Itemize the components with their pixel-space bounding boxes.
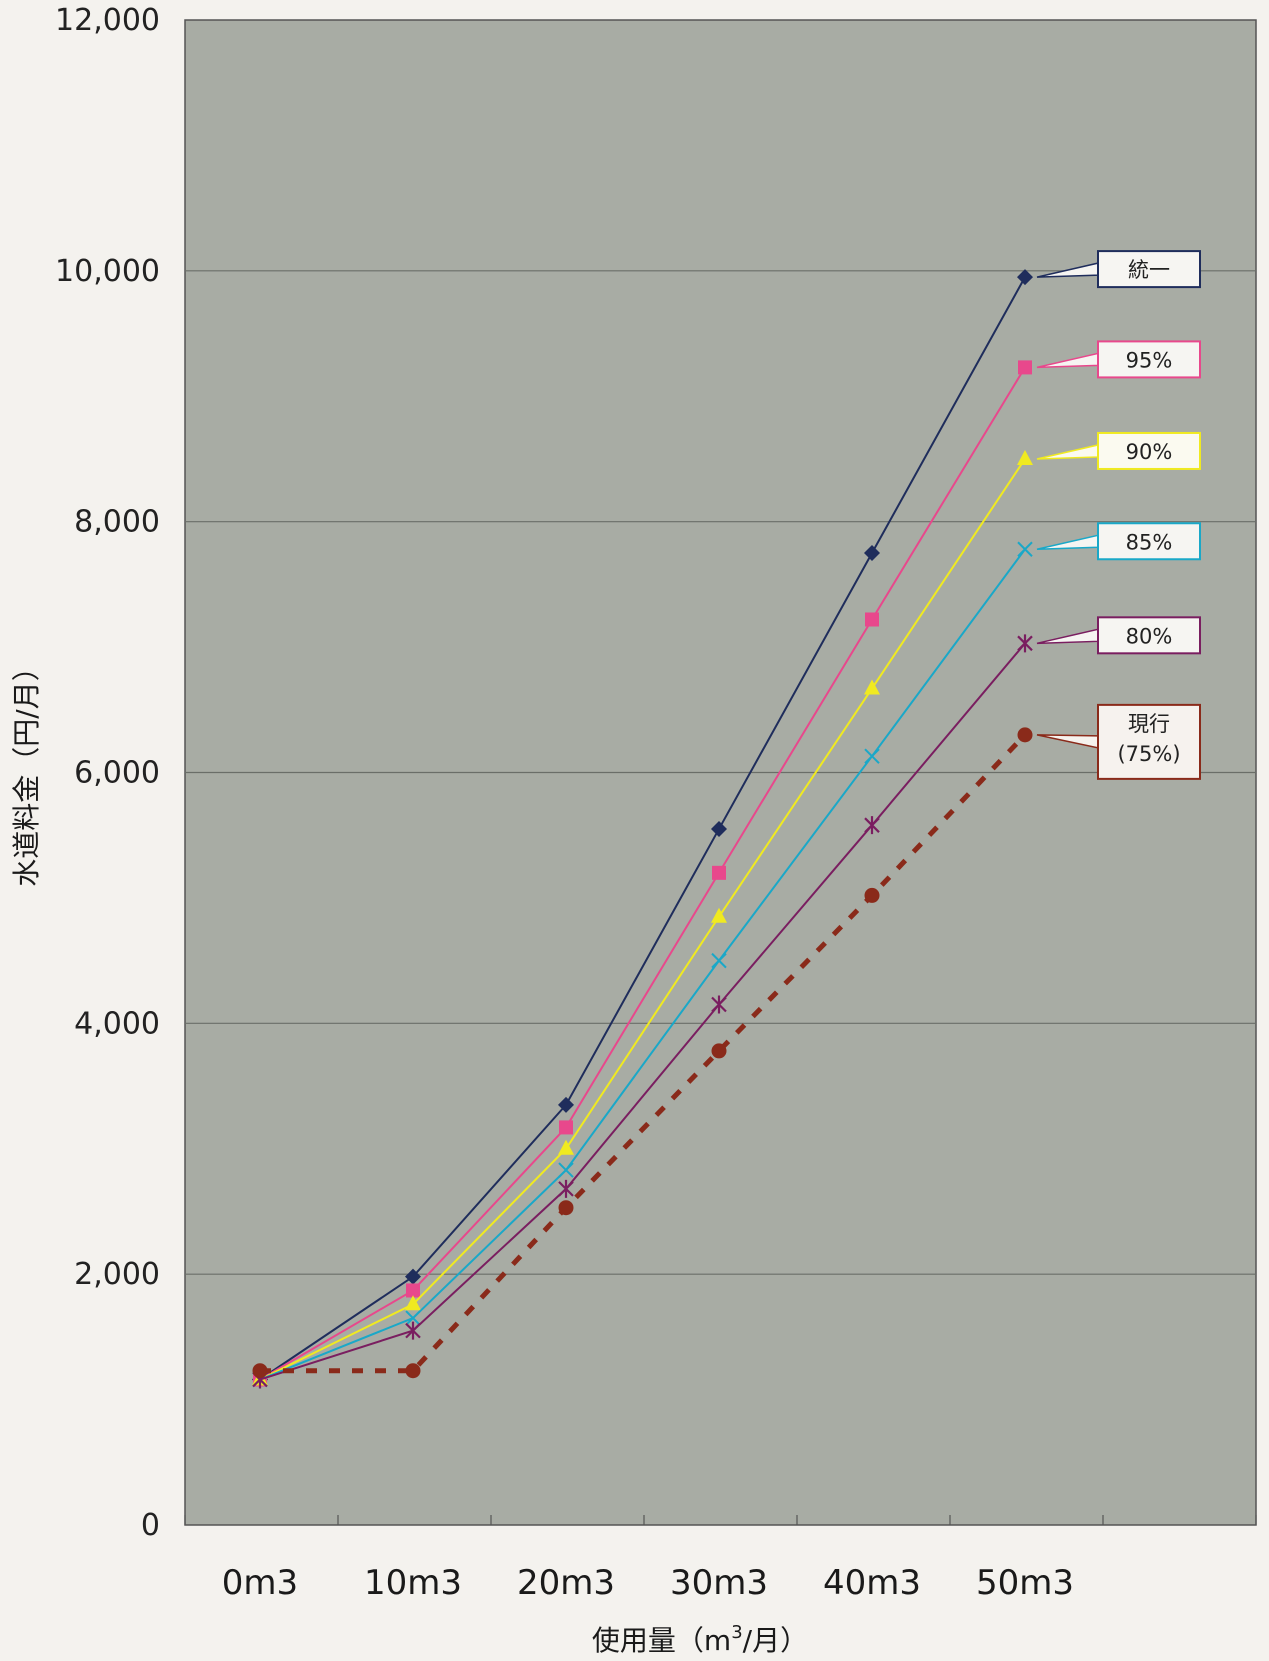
y-tick-label: 12,000 [55, 3, 160, 38]
callout-box [1097, 703, 1201, 780]
series-name: 現行 [1128, 712, 1170, 736]
callout-box [1097, 340, 1201, 379]
data-point [711, 995, 727, 1014]
callout-1: 95% [1036, 340, 1201, 379]
data-point [1017, 541, 1033, 557]
callout-5: 現行 (75%) [1036, 703, 1201, 780]
callout-0: 統一 [1036, 250, 1201, 289]
series-0 [252, 269, 1033, 1388]
series-name-sub: (75%) [1117, 742, 1180, 766]
series-5 [252, 727, 1033, 1379]
x-tick-label: 50m3 [976, 1563, 1074, 1603]
callout-box [1097, 616, 1201, 655]
series-callouts: 統一 95% 90% 85% 80% 現行 (75%) [1036, 250, 1201, 780]
y-tick-label: 8,000 [74, 505, 160, 540]
callout-3: 85% [1036, 522, 1201, 561]
x-axis-title-sup: 3 [731, 1622, 742, 1643]
data-point [405, 1295, 421, 1311]
callout-4: 80% [1036, 616, 1201, 655]
series-4 [252, 634, 1033, 1389]
x-tick-label: 0m3 [222, 1563, 298, 1603]
x-tick-label: 40m3 [823, 1563, 921, 1603]
data-point [405, 1268, 421, 1285]
data-point [252, 1363, 268, 1379]
data-point [1017, 449, 1033, 465]
series-name: 統一 [1128, 258, 1170, 282]
y-tick-label: 2,000 [74, 1257, 160, 1292]
series-line [259, 276, 1026, 1381]
data-point [865, 612, 879, 627]
data-point [1018, 360, 1032, 375]
data-point [712, 865, 726, 880]
y-tick-label: 10,000 [55, 254, 160, 289]
data-point [864, 679, 880, 695]
data-point [711, 907, 727, 923]
data-point [711, 952, 727, 969]
data-point [1017, 269, 1033, 286]
y-tick-label: 6,000 [74, 756, 160, 791]
data-point [558, 1139, 574, 1155]
y-tick-label: 4,000 [74, 1006, 160, 1041]
data-point [406, 1283, 420, 1298]
data-point [405, 1310, 421, 1326]
y-tick-label: 0 [141, 1508, 160, 1543]
data-point [864, 887, 880, 903]
callout-box [1097, 431, 1201, 470]
series-name: 80% [1126, 624, 1173, 648]
callout-2: 90% [1036, 431, 1201, 470]
data-point [864, 748, 880, 764]
x-axis-title-main: 使用量（m [592, 1624, 731, 1657]
series-name: 90% [1126, 440, 1173, 464]
x-tick-label: 30m3 [670, 1563, 768, 1603]
data-point [711, 820, 727, 837]
callout-box [1097, 250, 1201, 289]
x-axis-title: 使用量（m3/月） [592, 1622, 808, 1657]
x-tick-label: 10m3 [364, 1563, 462, 1603]
series-2 [252, 449, 1033, 1386]
data-point [1017, 727, 1033, 743]
data-point [558, 1179, 574, 1198]
series-line [259, 548, 1026, 1381]
data-point [405, 1363, 421, 1379]
data-point [558, 1162, 574, 1178]
data-point [864, 816, 880, 835]
data-point [558, 1200, 574, 1216]
data-point [405, 1321, 421, 1340]
data-point [1017, 634, 1033, 653]
data-point [558, 1096, 574, 1113]
series-name: 95% [1126, 348, 1173, 372]
data-point [711, 1043, 727, 1059]
series-line [259, 458, 1026, 1381]
data-point [559, 1120, 573, 1135]
series-line [260, 733, 1027, 1374]
x-tick-label: 20m3 [517, 1563, 615, 1603]
series-name: 85% [1126, 530, 1173, 554]
series-line [259, 366, 1026, 1381]
x-tick-marks [184, 1515, 1257, 1525]
x-tick-labels: 0m3 10m3 20m3 30m3 40m3 50m3 [222, 1563, 1074, 1603]
series-layer [252, 269, 1033, 1389]
callout-box [1097, 522, 1201, 561]
series-line [259, 642, 1026, 1381]
data-point [864, 545, 880, 562]
y-tick-labels: 0 2,000 4,000 6,000 8,000 10,000 12,000 [55, 3, 160, 1543]
x-axis-title-end: /月） [743, 1624, 808, 1657]
y-axis-title: 水道料金（円/月） [10, 653, 43, 886]
